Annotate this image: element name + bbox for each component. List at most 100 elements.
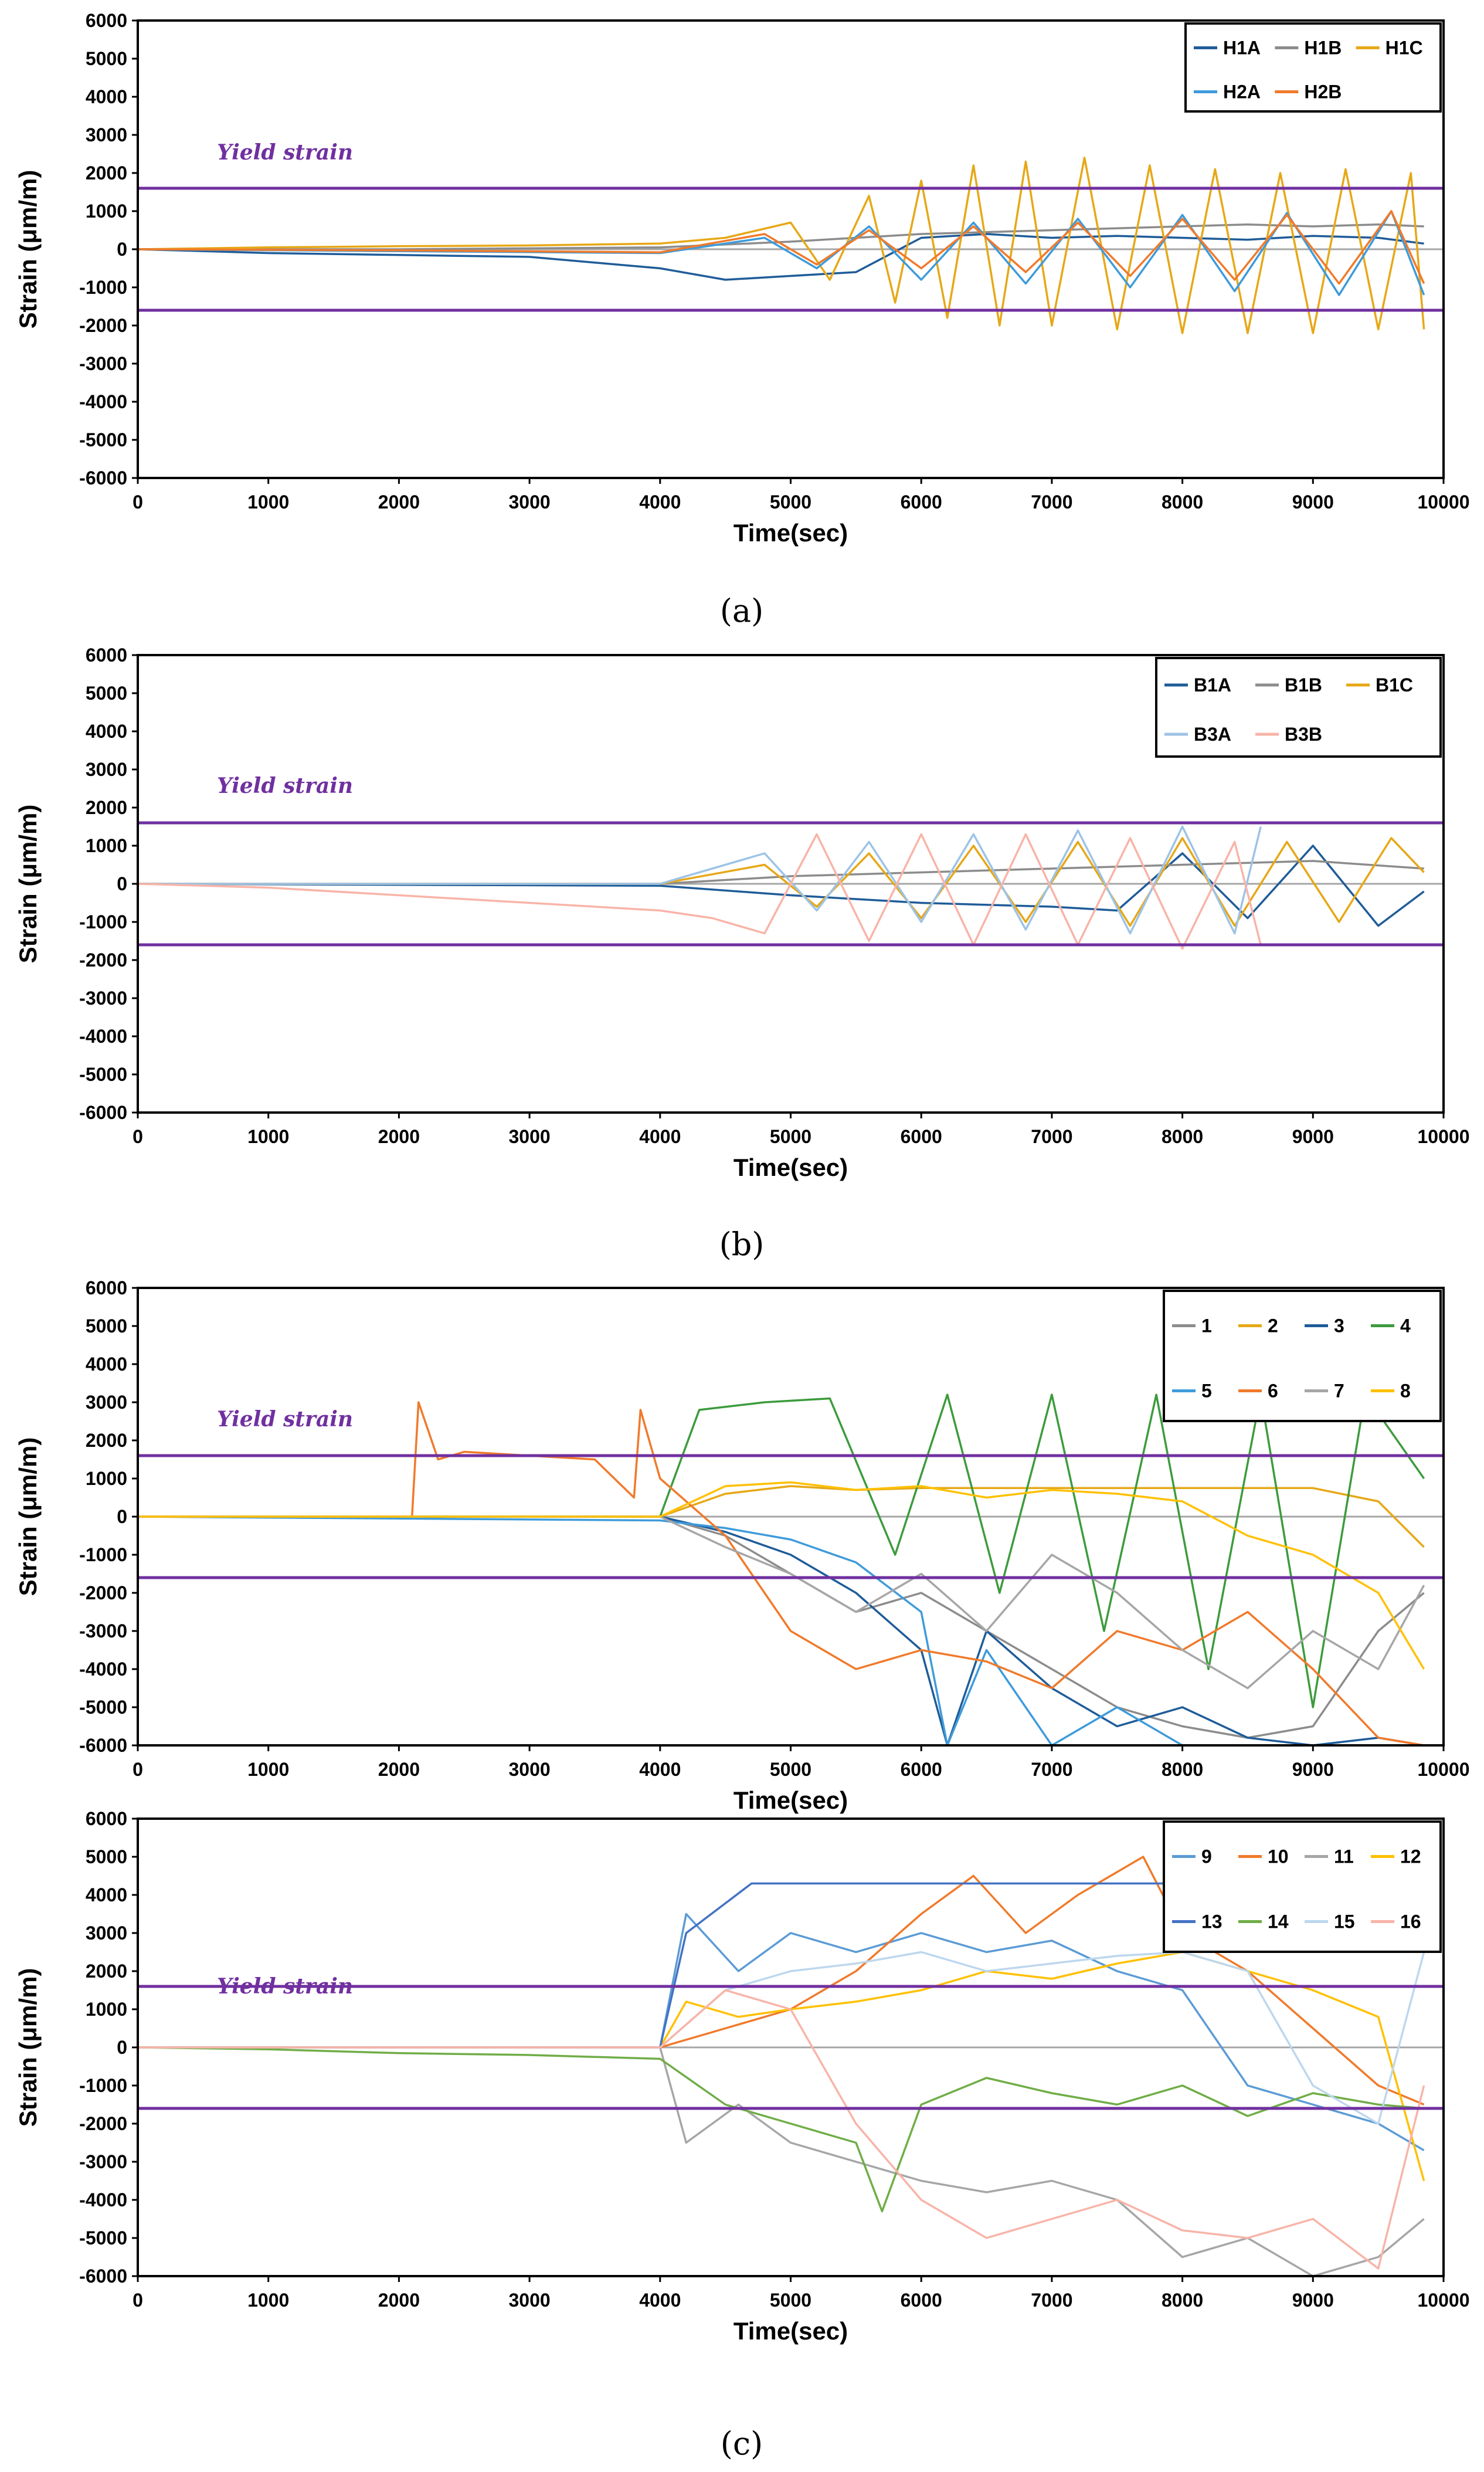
y-tick-label: -3000 — [79, 1620, 127, 1642]
legend-label: 6 — [1268, 1381, 1278, 1402]
y-tick-label: 4000 — [86, 721, 127, 742]
legend-label: B1A — [1194, 674, 1231, 696]
yield-strain-label: Yield strain — [217, 1974, 353, 1999]
legend-box — [1184, 22, 1442, 113]
y-tick-label: 0 — [117, 873, 127, 894]
series-line-13 — [138, 1882, 1222, 2049]
y-tick-label: -6000 — [79, 2266, 127, 2287]
y-tick-label: -4000 — [79, 1659, 127, 1680]
y-tick-label: -6000 — [79, 467, 127, 489]
x-tick-label: 6000 — [901, 2290, 942, 2311]
y-tick-label: -5000 — [79, 429, 127, 450]
y-tick-label: -4000 — [79, 1026, 127, 1047]
x-tick-label: 10000 — [1418, 1126, 1470, 1147]
x-tick-label: 5000 — [770, 1126, 811, 1147]
series-line-B1B — [138, 860, 1424, 885]
x-tick-label: 9000 — [1292, 2290, 1334, 2311]
x-tick-label: 2000 — [378, 1759, 420, 1780]
caption-a: (a) — [720, 592, 763, 629]
y-tick-label: -4000 — [79, 391, 127, 412]
y-tick-label: -6000 — [79, 1102, 127, 1123]
legend-label: H1B — [1304, 38, 1342, 59]
x-axis-title: Time(sec) — [733, 1154, 848, 1181]
y-tick-label: -5000 — [79, 1697, 127, 1718]
x-tick-label: 1000 — [247, 1759, 289, 1780]
series-line-9 — [138, 1913, 1425, 2152]
legend: 1 2 3 4 5 6 7 8 — [1163, 1290, 1442, 1422]
legend-label: 1 — [1201, 1315, 1212, 1337]
series-line-10 — [138, 1856, 1425, 2106]
x-tick-label: 7000 — [1031, 1126, 1072, 1147]
legend-label: 12 — [1400, 1846, 1421, 1867]
series-line-H1B — [138, 223, 1424, 250]
y-tick-label: 5000 — [86, 48, 127, 69]
y-tick-label: 1000 — [86, 1999, 127, 2020]
legend-label: 3 — [1334, 1315, 1344, 1337]
y-tick-label: -2000 — [79, 2113, 127, 2134]
legend-box — [1163, 1820, 1442, 1953]
x-tick-label: 10000 — [1418, 2290, 1470, 2311]
legend: H1A H1B H1C H2A H2B — [1184, 22, 1442, 113]
legend: B1A B1B B1C B3A B3B — [1155, 657, 1442, 758]
y-tick-label: 0 — [117, 1506, 127, 1527]
y-tick-label: 1000 — [86, 201, 127, 222]
y-tick-label: 3000 — [86, 759, 127, 780]
caption-c: (c) — [721, 2425, 763, 2462]
y-tick-label: -5000 — [79, 2227, 127, 2249]
y-tick-label: 2000 — [86, 797, 127, 818]
x-axis-title: Time(sec) — [733, 2317, 848, 2345]
legend-label: B3B — [1285, 724, 1322, 745]
x-tick-label: 0 — [133, 1126, 143, 1147]
legend-label: 2 — [1268, 1315, 1278, 1337]
y-tick-label: -2000 — [79, 1582, 127, 1603]
y-axis-title: Strain (μm/m) — [14, 1437, 42, 1596]
legend-box — [1155, 657, 1442, 758]
x-tick-label: 4000 — [639, 1126, 681, 1147]
caption-b: (b) — [719, 1226, 765, 1263]
legend-label: 14 — [1268, 1911, 1289, 1932]
legend-label: 13 — [1201, 1911, 1222, 1932]
y-tick-label: -4000 — [79, 2189, 127, 2210]
y-tick-label: 1000 — [86, 1468, 127, 1489]
y-tick-label: 4000 — [86, 1884, 127, 1905]
x-tick-label: 3000 — [509, 491, 551, 513]
legend: 9 10 11 12 13 14 15 16 — [1163, 1820, 1442, 1953]
y-tick-label: 0 — [117, 239, 127, 260]
y-tick-label: 5000 — [86, 1846, 127, 1867]
y-tick-label: 4000 — [86, 86, 127, 107]
legend-label: 8 — [1400, 1381, 1411, 1402]
legend-label: H2A — [1223, 82, 1261, 103]
series-line-H2A — [138, 210, 1425, 296]
series-line-B1A — [138, 845, 1425, 927]
legend-label: H2B — [1304, 82, 1342, 103]
y-tick-label: 2000 — [86, 1961, 127, 1982]
x-tick-label: 7000 — [1031, 491, 1072, 513]
chart-panel-c-top: Yield strain6000500040003000200010000-10… — [14, 1277, 1469, 1814]
legend-label: B3A — [1194, 724, 1231, 745]
series-line-14 — [138, 2046, 1424, 2213]
x-tick-label: 9000 — [1292, 1126, 1334, 1147]
x-tick-label: 4000 — [639, 1759, 681, 1780]
series-line-11 — [138, 2046, 1425, 2276]
series-line-1 — [138, 1515, 1425, 1739]
x-axis-title: Time(sec) — [733, 519, 848, 547]
x-tick-label: 9000 — [1292, 1759, 1334, 1780]
x-tick-label: 0 — [133, 2290, 143, 2311]
series-line-7 — [138, 1515, 1425, 1690]
x-tick-label: 4000 — [639, 491, 681, 513]
y-tick-label: 6000 — [86, 10, 127, 31]
x-tick-label: 2000 — [378, 2290, 420, 2311]
y-tick-label: 3000 — [86, 1392, 127, 1413]
x-tick-label: 3000 — [509, 2290, 551, 2311]
x-tick-label: 0 — [133, 491, 143, 513]
x-axis-title: Time(sec) — [733, 1786, 848, 1814]
series-line-2 — [138, 1485, 1425, 1548]
x-tick-label: 1000 — [247, 2290, 289, 2311]
series-line-B3A — [138, 825, 1262, 935]
y-tick-label: -1000 — [79, 911, 127, 932]
y-tick-label: 3000 — [86, 1922, 127, 1944]
y-tick-label: -1000 — [79, 2075, 127, 2096]
x-tick-label: 9000 — [1292, 491, 1334, 513]
legend-box — [1163, 1290, 1442, 1422]
